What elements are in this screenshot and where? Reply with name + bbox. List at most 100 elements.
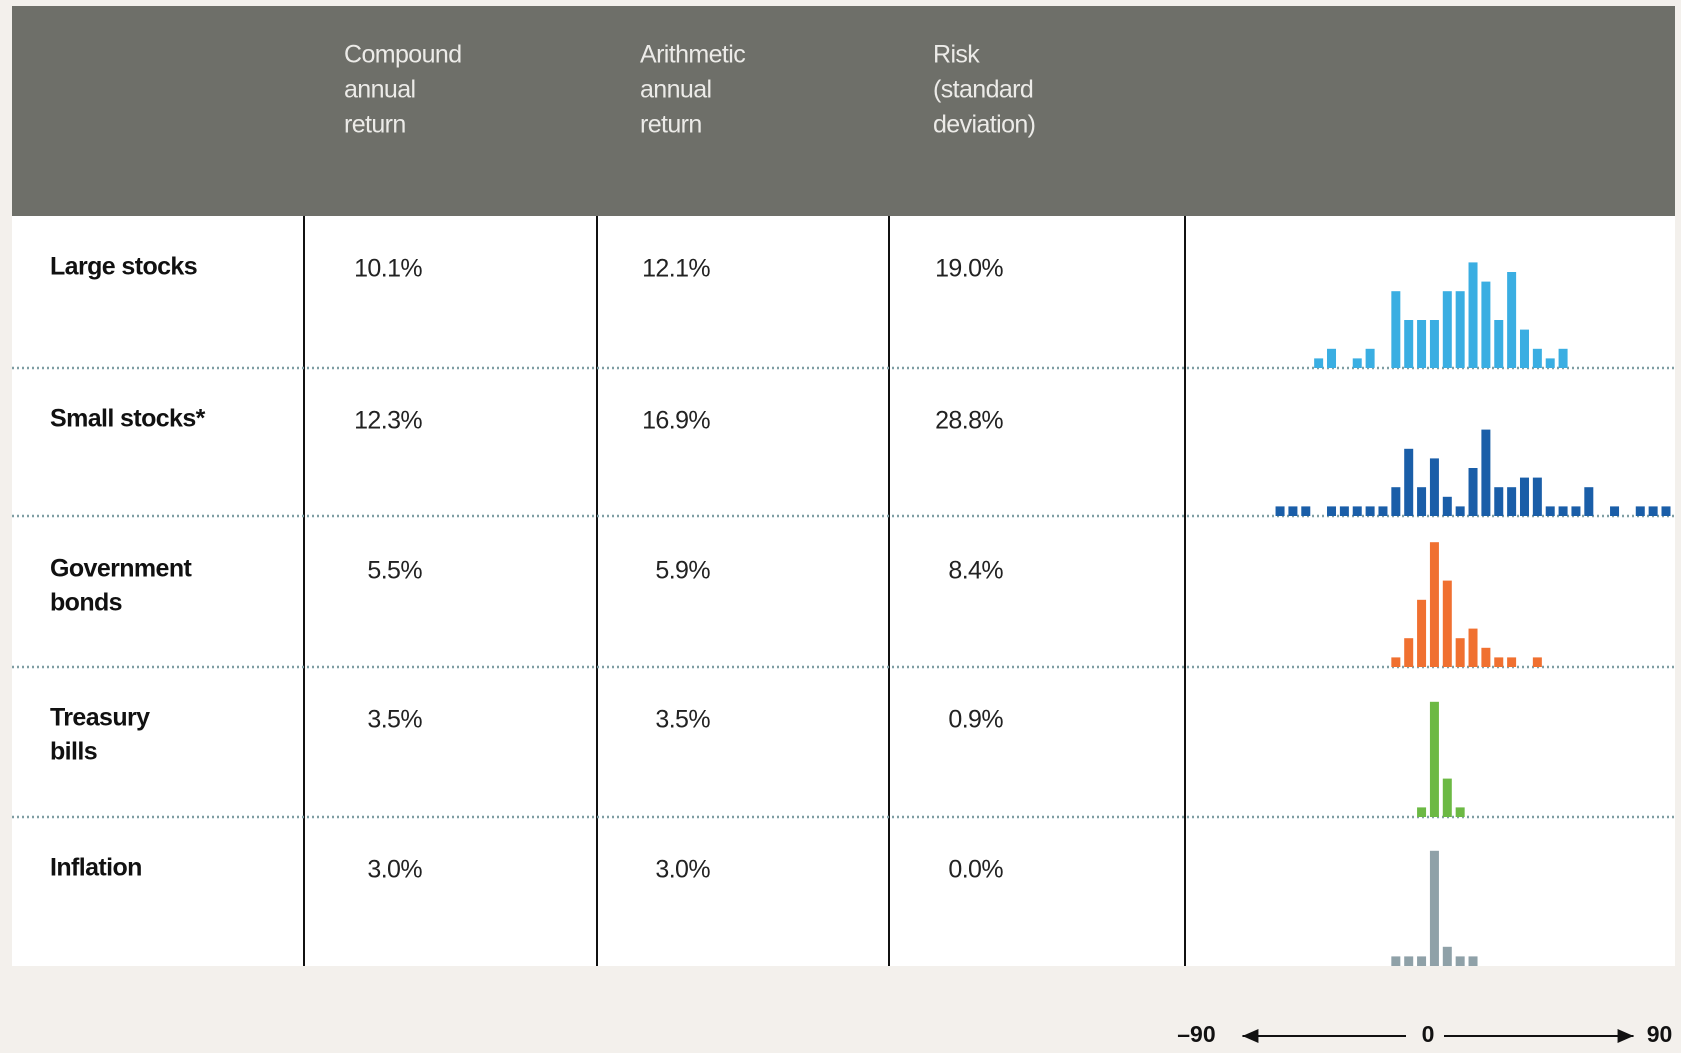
histogram-bar bbox=[1532, 477, 1542, 516]
header-band bbox=[12, 6, 1675, 216]
histogram-bar bbox=[1648, 506, 1658, 516]
histogram-bar bbox=[1455, 506, 1465, 516]
row-label: Small stocks* bbox=[50, 405, 206, 433]
histogram-bar bbox=[1507, 272, 1517, 368]
histogram-bar bbox=[1352, 358, 1362, 368]
histogram-bar bbox=[1635, 506, 1645, 516]
row-label: Inflation bbox=[50, 854, 142, 882]
histogram-bar bbox=[1571, 506, 1581, 516]
histogram-bar bbox=[1429, 850, 1439, 966]
cell-value: 8.4% bbox=[948, 557, 1003, 585]
cell-value: 10.1% bbox=[354, 255, 422, 283]
cell-value: 5.5% bbox=[367, 557, 422, 585]
cell-value: 3.5% bbox=[367, 706, 422, 734]
histogram-bar bbox=[1429, 701, 1439, 817]
histogram-bar bbox=[1391, 956, 1401, 966]
histogram-bar bbox=[1404, 638, 1414, 667]
histogram-bar bbox=[1455, 956, 1465, 966]
histogram-bar bbox=[1339, 506, 1349, 516]
histogram-bar bbox=[1417, 487, 1427, 516]
histogram-bar bbox=[1314, 358, 1324, 368]
histogram-bar bbox=[1468, 628, 1478, 667]
histogram-bar bbox=[1391, 291, 1401, 368]
histogram-bar bbox=[1365, 506, 1375, 516]
histogram-bar bbox=[1468, 468, 1478, 516]
histogram-bar bbox=[1301, 506, 1311, 516]
histogram-bar bbox=[1519, 329, 1529, 368]
column-header: Risk bbox=[933, 41, 980, 69]
histogram-bar bbox=[1481, 647, 1491, 667]
histogram-bar bbox=[1378, 506, 1388, 516]
histogram-bar bbox=[1545, 506, 1555, 516]
histogram-bar bbox=[1442, 580, 1452, 667]
row-label: Government bbox=[50, 555, 193, 583]
histogram-bar bbox=[1417, 599, 1427, 667]
column-header: Arithmetic bbox=[640, 41, 745, 69]
histogram-bar bbox=[1532, 657, 1542, 667]
histogram-bar bbox=[1417, 956, 1427, 966]
histogram-bar bbox=[1558, 348, 1568, 368]
histogram-bar bbox=[1468, 262, 1478, 368]
histogram-bar bbox=[1352, 506, 1362, 516]
histogram-bar bbox=[1404, 956, 1414, 966]
cell-value: 3.5% bbox=[655, 706, 710, 734]
histogram-bar bbox=[1481, 429, 1491, 516]
histogram-bar bbox=[1442, 291, 1452, 368]
cell-value: 3.0% bbox=[655, 856, 710, 884]
cell-value: 12.1% bbox=[642, 255, 710, 283]
cell-value: 19.0% bbox=[935, 255, 1003, 283]
histogram-bar bbox=[1404, 320, 1414, 368]
histogram-bar bbox=[1507, 657, 1517, 667]
histogram-bar bbox=[1327, 506, 1337, 516]
histogram-bar bbox=[1455, 807, 1465, 817]
histogram-bar bbox=[1584, 487, 1594, 516]
row-label: bills bbox=[50, 738, 97, 766]
axis-label: 90 bbox=[1647, 1021, 1673, 1047]
histogram-bar bbox=[1455, 291, 1465, 368]
axis-arrow-head bbox=[1617, 1029, 1634, 1043]
axis-arrow-head bbox=[1242, 1029, 1259, 1043]
histogram-bar bbox=[1532, 348, 1542, 368]
histogram-bar bbox=[1429, 458, 1439, 516]
row-label: bonds bbox=[50, 589, 122, 617]
histogram-bar bbox=[1275, 506, 1285, 516]
row-label: Large stocks bbox=[50, 253, 197, 281]
histogram-bar bbox=[1442, 496, 1452, 516]
histogram-bar bbox=[1661, 506, 1671, 516]
histogram-bar bbox=[1494, 487, 1504, 516]
histogram-bar bbox=[1507, 487, 1517, 516]
histogram-bar bbox=[1429, 542, 1439, 667]
histogram-bar bbox=[1391, 657, 1401, 667]
cell-value: 3.0% bbox=[367, 856, 422, 884]
column-header: annual bbox=[640, 76, 711, 104]
histogram-bar bbox=[1288, 506, 1298, 516]
cell-value: 12.3% bbox=[354, 407, 422, 435]
histogram-bar bbox=[1545, 358, 1555, 368]
axis-label: –90 bbox=[1177, 1021, 1215, 1047]
column-header: deviation) bbox=[933, 111, 1035, 139]
row-label: Treasury bbox=[50, 704, 150, 732]
histogram-bar bbox=[1404, 448, 1414, 516]
column-rules bbox=[303, 216, 1186, 966]
cell-value: 0.0% bbox=[948, 856, 1003, 884]
histogram-bar bbox=[1391, 487, 1401, 516]
histogram-bar bbox=[1494, 657, 1504, 667]
cell-value: 28.8% bbox=[935, 407, 1003, 435]
histogram-bar bbox=[1442, 946, 1452, 966]
column-header: Compound bbox=[344, 41, 462, 69]
histogram-bar bbox=[1442, 778, 1452, 817]
histogram-bar bbox=[1365, 348, 1375, 368]
histogram-bar bbox=[1417, 807, 1427, 817]
histogram-bar bbox=[1558, 506, 1568, 516]
histogram-bar bbox=[1455, 638, 1465, 667]
histogram-bar bbox=[1429, 320, 1439, 368]
histogram-bar bbox=[1327, 348, 1337, 368]
histogram-bar bbox=[1494, 320, 1504, 368]
column-header: return bbox=[344, 111, 406, 139]
histogram-bar bbox=[1481, 281, 1491, 368]
histogram-bar bbox=[1610, 506, 1620, 516]
cell-value: 16.9% bbox=[642, 407, 710, 435]
cell-value: 0.9% bbox=[948, 706, 1003, 734]
axis-label: 0 bbox=[1422, 1021, 1435, 1047]
